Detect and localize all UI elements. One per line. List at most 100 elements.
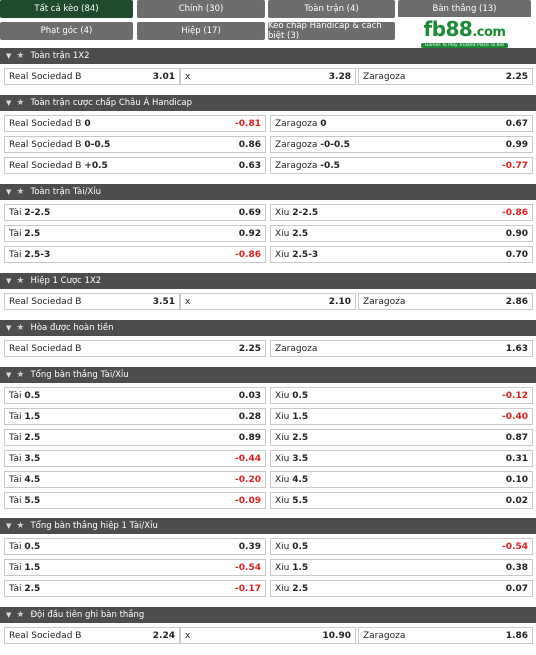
selection-line: 0.5 [24, 390, 41, 401]
odds-cell-home[interactable]: Tài 0.5 0.03 [4, 387, 266, 404]
selection-name: x [185, 630, 191, 641]
odds-cell-away[interactable]: Xỉu 1.5 -0.40 [270, 408, 533, 425]
odds-cell-away[interactable]: Xỉu 2.5 0.90 [270, 225, 533, 242]
favorite-star-icon[interactable]: ★ [16, 51, 25, 61]
favorite-star-icon[interactable]: ★ [16, 98, 25, 108]
selection-label: Zaragoza [363, 297, 506, 307]
favorite-star-icon[interactable]: ★ [16, 276, 25, 286]
selection-label: Xỉu 5.5 [275, 496, 506, 506]
odds-value: 0.70 [505, 249, 528, 260]
selection-label: Zaragoza [275, 344, 506, 354]
selection-label: Xỉu 2-2.5 [275, 208, 502, 218]
selection-name: Xỉu [275, 249, 290, 260]
odds-cell-real-sociedad[interactable]: Real Sociedad B 3.51 [4, 293, 180, 310]
odds-cell-home[interactable]: Tài 2.5 0.89 [4, 429, 266, 446]
selection-name: Tài [9, 207, 22, 218]
odds-cell-away[interactable]: Xỉu 1.5 0.38 [270, 559, 533, 576]
odds-cell-away[interactable]: Xỉu 2.5 0.87 [270, 429, 533, 446]
selection-line: 4.5 [24, 474, 41, 485]
odds-cell-zaragoza[interactable]: Zaragoza 2.25 [358, 68, 533, 85]
odds-row: Tài 2.5 -0.17 Xỉu 2.5 0.07 [0, 580, 536, 597]
market-section: ▼ ★ Hiệp 1 Cược 1X2 [0, 273, 536, 289]
odds-cell-real-sociedad[interactable]: Real Sociedad B 2.24 [4, 627, 180, 644]
section-header[interactable]: ▼ ★ Tổng bàn thắng Tài/Xỉu [0, 367, 536, 383]
odds-cell-draw[interactable]: x 2.10 [180, 293, 356, 310]
odds-cell-draw[interactable]: x 3.28 [180, 68, 356, 85]
odds-cell-home[interactable]: Tài 4.5 -0.20 [4, 471, 266, 488]
collapse-caret-icon[interactable]: ▼ [6, 522, 12, 530]
tab-handicap[interactable]: Kèo chấp Handicap & cách biệt (3) [268, 21, 395, 41]
odds-cell-home[interactable]: Tài 2.5 -0.17 [4, 580, 266, 597]
collapse-caret-icon[interactable]: ▼ [6, 324, 12, 332]
section-header[interactable]: ▼ ★ Toàn trận cược chấp Châu Á Handicap [0, 95, 536, 111]
odds-cell-away[interactable]: Xỉu 0.5 -0.12 [270, 387, 533, 404]
odds-cell-home[interactable]: Tài 1.5 -0.54 [4, 559, 266, 576]
odds-value: 2.86 [505, 296, 528, 307]
tab-corners[interactable]: Phạt góc (4) [0, 22, 133, 40]
odds-value: -0.86 [235, 249, 261, 260]
odds-cell-home[interactable]: Real Sociedad B +0.5 0.63 [4, 157, 266, 174]
odds-cell-draw[interactable]: x 10.90 [180, 627, 356, 644]
tab-halves[interactable]: Hiệp (17) [137, 22, 265, 40]
tab-full-match[interactable]: Toàn trận (4) [268, 0, 395, 18]
odds-cell-zaragoza[interactable]: Zaragoza 1.86 [358, 627, 533, 644]
odds-value: 0.63 [238, 160, 261, 171]
odds-cell-home[interactable]: Tài 1.5 0.28 [4, 408, 266, 425]
section-title: Toàn trận cược chấp Châu Á Handicap [30, 98, 193, 108]
collapse-caret-icon[interactable]: ▼ [6, 371, 12, 379]
odds-cell-home[interactable]: Tài 2.5 0.92 [4, 225, 266, 242]
favorite-star-icon[interactable]: ★ [16, 610, 25, 620]
section-header[interactable]: ▼ ★ Toàn trận 1X2 [0, 48, 536, 64]
selection-name: Tài [9, 495, 22, 506]
odds-cell-away[interactable]: Xỉu 2.5-3 0.70 [270, 246, 533, 263]
odds-cell-away[interactable]: Xỉu 5.5 0.02 [270, 492, 533, 509]
favorite-star-icon[interactable]: ★ [16, 370, 25, 380]
section-header[interactable]: ▼ ★ Hòa được hoàn tiền [0, 320, 536, 336]
collapse-caret-icon[interactable]: ▼ [6, 611, 12, 619]
market-section: ▼ ★ Đội đầu tiên ghi bàn thắng [0, 607, 536, 623]
odds-cell-home[interactable]: Tài 5.5 -0.09 [4, 492, 266, 509]
selection-name: Zaragoza [275, 139, 318, 150]
odds-cell-home[interactable]: Tài 2.5-3 -0.86 [4, 246, 266, 263]
odds-cell-away[interactable]: Xỉu 0.5 -0.54 [270, 538, 533, 555]
selection-label: Tài 1.5 [9, 563, 235, 573]
odds-cell-home[interactable]: Real Sociedad B 2.25 [4, 340, 266, 357]
tab-goals[interactable]: Bàn thắng (13) [398, 0, 531, 18]
odds-cell-away[interactable]: Xỉu 2.5 0.07 [270, 580, 533, 597]
section-header[interactable]: ▼ ★ Đội đầu tiên ghi bàn thắng [0, 607, 536, 623]
favorite-star-icon[interactable]: ★ [16, 323, 25, 333]
section-header[interactable]: ▼ ★ Tổng bàn thắng hiệp 1 Tài/Xỉu [0, 518, 536, 534]
odds-cell-home[interactable]: Tài 3.5 -0.44 [4, 450, 266, 467]
collapse-caret-icon[interactable]: ▼ [6, 277, 12, 285]
section-header[interactable]: ▼ ★ Hiệp 1 Cược 1X2 [0, 273, 536, 289]
odds-cell-away[interactable]: Xỉu 2-2.5 -0.86 [270, 204, 533, 221]
odds-cell-away[interactable]: Zaragoza -0-0.5 0.99 [270, 136, 533, 153]
section-header[interactable]: ▼ ★ Toàn trận Tài/Xỉu [0, 184, 536, 200]
odds-cell-away[interactable]: Xỉu 3.5 0.31 [270, 450, 533, 467]
odds-cell-home[interactable]: Real Sociedad B 0-0.5 0.86 [4, 136, 266, 153]
odds-value: -0.40 [502, 411, 528, 422]
odds-cell-away[interactable]: Zaragoza 1.63 [270, 340, 533, 357]
fb88-logo[interactable]: fb88.com Games To Play Trusted Place To … [398, 17, 531, 49]
selection-name: Xỉu [275, 474, 290, 485]
collapse-caret-icon[interactable]: ▼ [6, 52, 12, 60]
odds-cell-away[interactable]: Xỉu 4.5 0.10 [270, 471, 533, 488]
tab-main[interactable]: Chính (30) [137, 0, 265, 18]
favorite-star-icon[interactable]: ★ [16, 521, 25, 531]
odds-row: Tài 1.5 -0.54 Xỉu 1.5 0.38 [0, 559, 536, 576]
collapse-caret-icon[interactable]: ▼ [6, 188, 12, 196]
odds-cell-home[interactable]: Tài 0.5 0.39 [4, 538, 266, 555]
odds-cell-home[interactable]: Real Sociedad B 0 -0.81 [4, 115, 266, 132]
selection-label: Xỉu 4.5 [275, 475, 506, 485]
odds-cell-zaragoza[interactable]: Zaragoza 2.86 [358, 293, 533, 310]
odds-cell-real-sociedad[interactable]: Real Sociedad B 3.01 [4, 68, 180, 85]
odds-cell-home[interactable]: Tài 2-2.5 0.69 [4, 204, 266, 221]
odds-cell-away[interactable]: Zaragoza 0 0.67 [270, 115, 533, 132]
favorite-star-icon[interactable]: ★ [16, 187, 25, 197]
odds-cell-away[interactable]: Zaragoza -0.5 -0.77 [270, 157, 533, 174]
tab-all[interactable]: Tất cả kèo (84) [0, 0, 133, 18]
selection-label: Tài 0.5 [9, 542, 239, 552]
odds-value: 0.07 [505, 583, 528, 594]
odds-value: 0.69 [238, 207, 261, 218]
collapse-caret-icon[interactable]: ▼ [6, 99, 12, 107]
